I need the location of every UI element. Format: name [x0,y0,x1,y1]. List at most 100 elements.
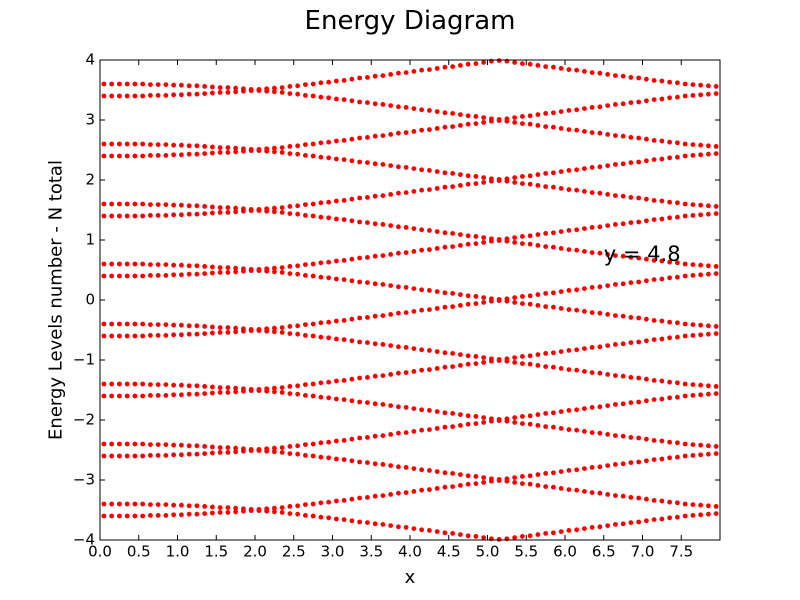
data-point [186,83,192,89]
data-point [698,262,704,268]
data-point [667,199,673,205]
data-point [411,249,417,254]
data-point [426,348,432,353]
data-point [519,481,525,486]
data-point [264,208,270,214]
data-point [558,469,564,474]
data-point [519,361,525,366]
data-point [318,320,324,326]
data-point [140,321,146,327]
data-point [465,61,471,67]
data-point [341,378,347,383]
data-point [682,381,688,387]
data-point [388,403,394,408]
data-point [403,310,409,315]
data-point [566,127,572,132]
data-point [457,123,463,128]
data-point [481,60,487,65]
data-point [457,243,463,248]
data-point [442,470,448,476]
data-point [287,504,293,509]
data-point [550,170,556,176]
data-point [651,517,657,522]
data-point [109,273,115,279]
data-point [705,391,711,397]
data-point [178,452,184,458]
data-point [380,313,386,318]
data-point [403,430,409,435]
data-point [248,327,254,332]
data-point [481,120,487,125]
data-point [147,513,153,518]
data-point [217,210,223,215]
data-point [628,135,634,140]
data-point [171,442,177,448]
data-point [140,333,146,339]
data-point [574,467,580,473]
data-point [256,328,262,333]
data-point [271,85,277,91]
data-point [698,442,704,448]
y-tick-label: −2 [73,411,95,429]
data-point [116,261,122,267]
data-point [279,510,285,515]
data-point [574,407,580,413]
data-point [674,334,680,340]
data-point [481,175,487,181]
data-point [178,272,184,278]
data-point [519,354,525,359]
data-point [605,192,611,197]
data-point [194,263,200,269]
data-point [171,152,177,158]
data-point [132,453,138,459]
data-point [101,453,107,459]
data-point [620,341,626,347]
x-tick-label: 2.5 [282,543,306,561]
data-point [574,127,580,133]
data-point [372,73,378,79]
data-point [395,164,401,170]
data-point [550,350,556,356]
data-point [519,474,525,479]
data-point [643,338,649,344]
data-point [597,190,603,196]
data-point [209,150,215,156]
data-point [233,149,239,155]
series-7 [101,298,719,339]
data-point [442,64,448,70]
data-point [550,184,556,190]
data-point [628,160,634,166]
data-point [209,330,215,336]
data-point [574,487,580,493]
data-point [341,78,347,83]
data-point [395,370,401,376]
data-point [178,322,184,328]
data-point [543,291,549,296]
data-point [155,273,161,278]
data-point [450,351,456,356]
data-point [364,75,370,80]
data-point [667,79,673,85]
data-point [101,501,107,507]
data-point [357,219,363,225]
data-point [271,205,277,211]
data-point [442,184,448,190]
data-point [132,261,138,267]
data-point [116,501,122,507]
data-point [698,92,704,98]
data-point [341,498,347,503]
data-point [465,233,471,239]
data-point [512,60,518,65]
data-point [419,487,425,493]
data-point [147,502,153,507]
data-point [116,141,122,147]
data-point [558,486,564,491]
data-point [589,310,595,315]
data-point [357,315,363,321]
data-point [140,141,146,147]
data-point [535,423,541,428]
data-point [705,331,711,337]
data-point [240,86,246,92]
data-point [140,273,146,279]
data-point [543,184,549,190]
